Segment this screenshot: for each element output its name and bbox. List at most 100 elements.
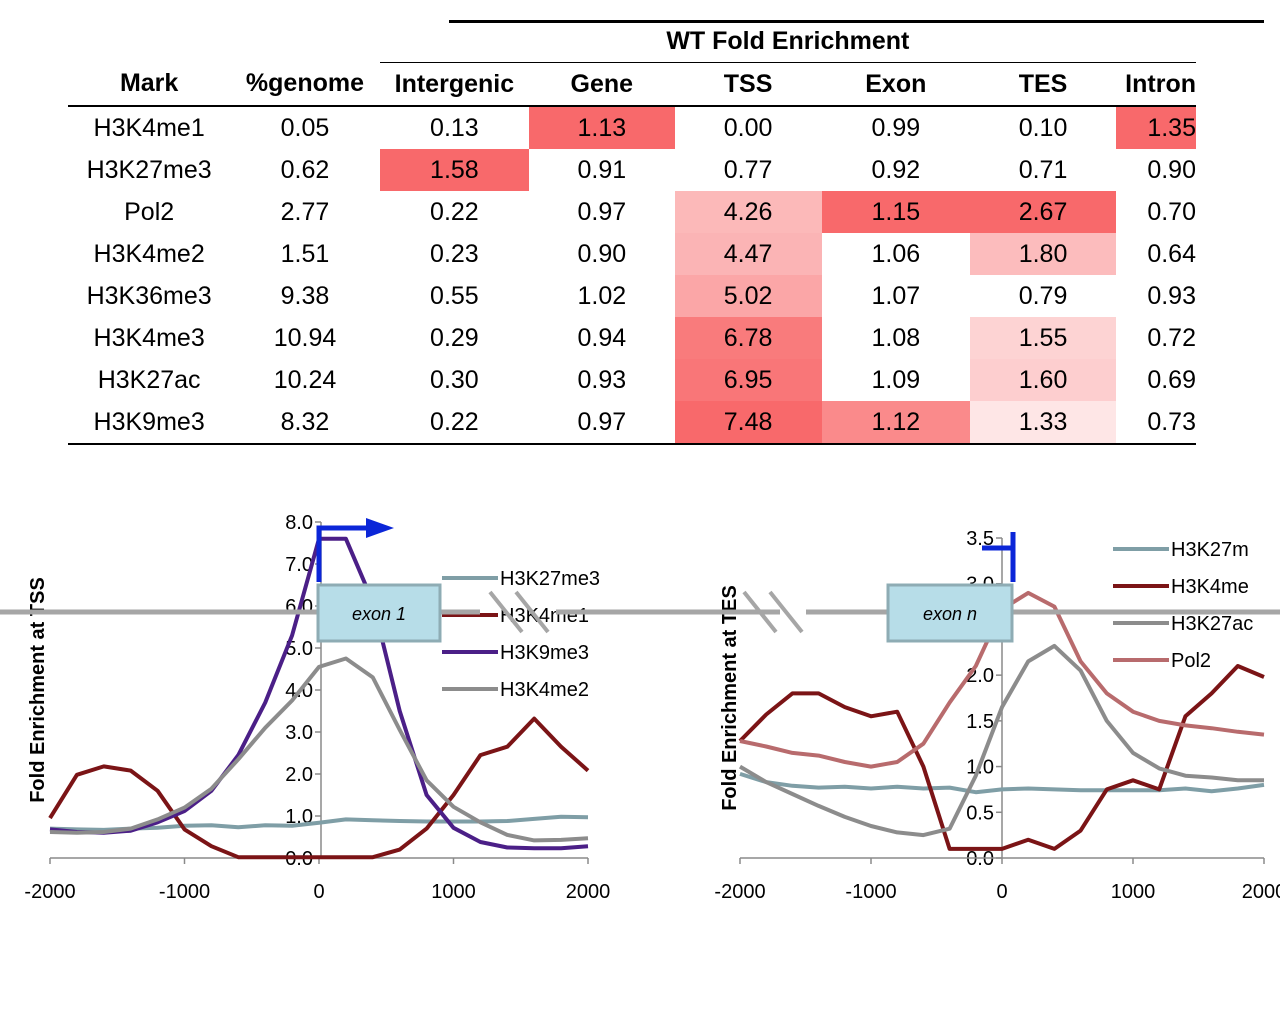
enrichment-cell: 1.55 [969,317,1117,359]
enrichment-cell: 0.73 [1116,401,1196,445]
y-tick-label: 3.5 [966,528,994,550]
column-header: Intron [1116,62,1196,107]
x-tick-label: -2000 [714,881,765,903]
x-tick-label: -1000 [845,881,896,903]
enrichment-cell: 1.33 [969,401,1117,445]
enrichment-cell: 0.97 [577,197,627,226]
enrichment-cell: 6.95 [674,359,822,401]
enrichment-cell: 7.48 [674,401,822,445]
exon-1-box [316,583,442,643]
enrichment-cell: 0.97 [529,401,675,445]
enrichment-cell: 0.22 [430,197,479,226]
y-tick-label: 2.0 [285,764,313,786]
mark-cell: H3K4me3 [93,323,205,352]
legend-label: H3K27me3 [500,568,600,590]
table-row: H3K27me3 0.62 1.58 0.91 0.77 0.92 0.71 0.90 [68,149,1196,191]
column-header: %genome [230,62,380,107]
break-mark [488,590,524,634]
x-tick-label: 1000 [431,881,476,903]
mark-cell: Pol2 [124,197,175,226]
y-tick-label: 1.5 [966,711,994,733]
mark-cell: H3K27me3 [86,155,212,184]
legend-label: H3K4me [1171,576,1249,598]
x-tick-label: 0 [996,881,1007,903]
enrichment-cell: 1.13 [529,106,675,149]
x-tick-label: 1000 [1111,881,1156,903]
column-header: Intergenic [379,62,530,107]
legend-label: H3K9me3 [500,642,589,664]
genome-cell: 2.77 [280,197,330,226]
enrichment-cell: 1.02 [577,281,627,310]
genome-cell: 0.05 [280,113,330,142]
table-row: H3K9me3 8.32 0.22 0.97 7.48 1.12 1.33 0.73 [68,401,1196,445]
enrichment-cell: 0.30 [430,365,479,394]
genome-cell: 9.38 [280,281,330,310]
column-header: TES [969,62,1117,107]
enrichment-cell: 0.70 [1147,197,1196,226]
enrichment-cell: 0.93 [1147,281,1196,310]
enrichment-cell: 0.72 [1147,323,1196,352]
mark-cell: H3K4me1 [93,113,205,142]
y-tick-label: 3.0 [285,722,313,744]
legend-label: H3K27m [1171,539,1249,561]
enrichment-cell: 1.35 [1116,106,1196,149]
enrichment-cell: 1.09 [871,365,921,394]
enrichment-cell: 0.90 [577,239,627,268]
enrichment-cell: 0.10 [1018,113,1068,142]
x-tick-label: -1000 [159,881,210,903]
series-line [49,656,589,843]
break-mark [742,590,778,634]
table-row: H3K4me3 10.94 0.29 0.94 6.78 1.08 1.55 0.72 [68,317,1196,359]
series-line [738,664,1265,851]
group-header-row: WT Fold Enrichment [68,20,1196,63]
enrichment-cell: 1.06 [871,239,921,268]
column-header: TSS [674,62,822,107]
enrichment-cell: 0.22 [379,401,530,445]
exon-1-label: exon 1 [352,604,406,624]
enrichment-cell: 0.92 [871,155,921,184]
mark-cell: H3K27ac [97,365,201,394]
mark-cell: H3K36me3 [86,281,212,310]
mark-cell: H3K4me2 [93,239,205,268]
tss-arrow-icon [316,525,370,582]
enrichment-cell: 1.15 [821,191,970,233]
enrichment-cell: 0.29 [430,323,479,352]
column-header: Mark [68,62,231,107]
genome-cell: 10.24 [273,365,337,394]
enrichment-cell: 0.23 [430,239,479,268]
enrichment-table: WT Fold Enrichment Mark %genome Intergenic… [68,20,1196,445]
enrichment-cell: 0.00 [723,113,773,142]
enrichment-cell: 1.12 [821,401,970,445]
x-tick-label: 2000 [1242,881,1280,903]
column-header: Gene [529,62,675,107]
table-row: H3K36me3 9.38 0.55 1.02 5.02 1.07 0.79 0.93 [68,275,1196,317]
enrichment-cell: 1.58 [379,149,530,191]
y-tick-label: 0.0 [966,848,994,870]
charts-and-gene-diagram: 0.01.02.03.04.05.06.07.08.0-2000 -1000 0 10… [0,512,1280,903]
enrichment-cell: 6.78 [674,317,822,359]
exon-n-box [886,583,1014,643]
legend-label: H3K27ac [1171,613,1253,635]
table-top-rule [449,20,1264,23]
enrichment-cell: 0.91 [577,155,627,184]
enrichment-cell: 0.77 [723,155,773,184]
enrichment-cell: 0.99 [871,113,921,142]
x-tick-label: 0 [313,881,324,903]
enrichment-cell: 0.94 [577,323,627,352]
table-row: H3K4me2 1.51 0.23 0.90 4.47 1.06 1.80 0.64 [68,233,1196,275]
column-header: Exon [821,62,970,107]
tss-arrowhead-icon [366,518,394,538]
enrichment-cell: 1.08 [871,323,921,352]
enrichment-cell: 0.93 [577,365,627,394]
fold-enrichment-table: WT Fold Enrichment Mark %genome Intergenic… [68,20,1264,450]
y-tick-label: 7.0 [285,554,313,576]
enrichment-cell: 0.79 [1018,281,1068,310]
break-mark [768,590,804,634]
legend-label: H3K4me2 [500,679,589,701]
series-line [48,716,590,860]
mark-cell: H3K9me3 [68,401,231,445]
enrichment-cell: 4.47 [674,233,822,275]
enrichment-cell: 1.60 [969,359,1117,401]
genome-cell: 8.32 [230,401,380,445]
y-tick-label: 5.0 [285,638,313,660]
